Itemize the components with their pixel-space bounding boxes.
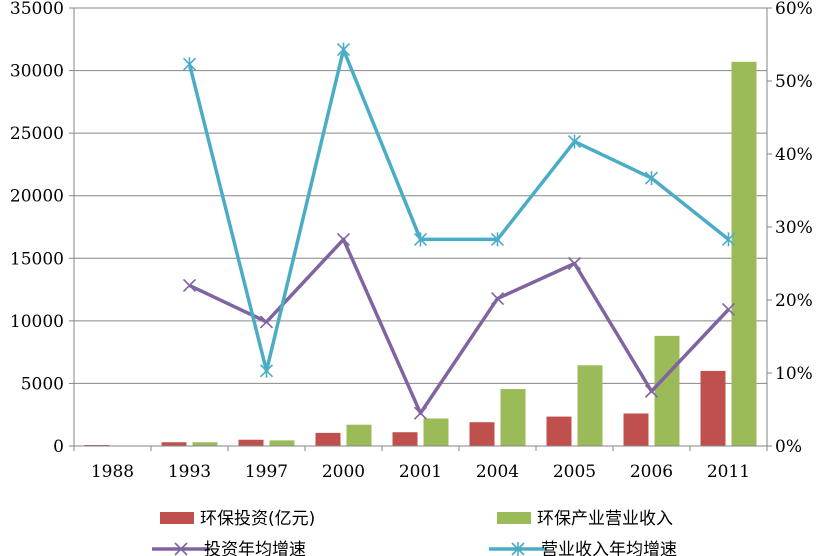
- bar: [269, 440, 295, 446]
- bar: [315, 432, 341, 446]
- bar: [392, 432, 418, 446]
- legend-swatch: [497, 512, 531, 524]
- marker: [511, 542, 525, 556]
- marker: [644, 171, 659, 186]
- marker: [182, 57, 197, 72]
- left-tick-label: 10000: [10, 312, 64, 332]
- line-series: [182, 42, 736, 420]
- right-tick-label: 10%: [775, 364, 813, 384]
- series-line: [188, 237, 730, 415]
- marker: [174, 542, 188, 556]
- bar: [346, 424, 372, 446]
- bar: [161, 442, 187, 446]
- right-tick-label: 60%: [775, 0, 813, 19]
- left-axis-tick-labels: 0 5000 10000 15000 20000 25000 30000 35000: [10, 0, 64, 457]
- marker: [182, 278, 197, 292]
- right-tick-label: 20%: [775, 291, 813, 311]
- left-tick-label: 35000: [10, 0, 64, 19]
- bar: [469, 422, 495, 446]
- marker: [721, 302, 736, 317]
- right-axis-tick-labels: 0% 10% 20% 30% 40% 50% 60%: [775, 0, 813, 457]
- x-tick-label: 2011: [707, 462, 750, 482]
- marker: [567, 134, 582, 149]
- left-tick-label: 0: [53, 437, 64, 457]
- bar: [654, 335, 680, 446]
- bar: [623, 413, 649, 446]
- marker: [259, 363, 274, 378]
- grid-lines: [74, 7, 767, 384]
- legend-label: 营业收入年均增速: [541, 540, 677, 556]
- bar: [423, 418, 449, 446]
- bar: [238, 439, 264, 446]
- right-tick-label: 0%: [775, 437, 802, 457]
- legend-label: 环保投资(亿元): [200, 509, 315, 529]
- bar-series: [84, 61, 757, 446]
- x-tick-label: 2006: [630, 462, 673, 482]
- bar: [577, 365, 603, 446]
- bar: [84, 444, 110, 446]
- legend-label: 环保产业营业收入: [537, 509, 673, 529]
- legend-swatch: [160, 512, 194, 524]
- left-tick-label: 5000: [21, 374, 64, 394]
- marker: [490, 291, 505, 306]
- x-tick-label: 1988: [91, 462, 134, 482]
- x-tick-label: 2000: [322, 462, 365, 482]
- bar: [731, 61, 757, 446]
- bar: [700, 370, 726, 446]
- x-tick-label: 2005: [553, 462, 596, 482]
- x-tick-label: 2001: [399, 462, 442, 482]
- right-tick-label: 50%: [775, 72, 813, 92]
- marker: [336, 42, 351, 57]
- left-tick-label: 20000: [10, 187, 64, 207]
- marker: [567, 256, 582, 271]
- left-tick-label: 30000: [10, 62, 64, 82]
- marker: [721, 232, 736, 247]
- axes: [69, 7, 772, 451]
- marker: [644, 384, 659, 398]
- legend-label: 投资年均增速: [204, 540, 306, 556]
- right-tick-label: 30%: [775, 218, 813, 238]
- marker: [336, 232, 351, 246]
- x-axis-tick-labels: 1988 1993 1997 2000 2001 2004 2005 2006 2011: [91, 462, 750, 482]
- bar: [500, 389, 526, 446]
- marker: [259, 315, 274, 329]
- x-tick-label: 1997: [245, 462, 288, 482]
- bar: [546, 416, 572, 446]
- x-tick-label: 2004: [476, 462, 519, 482]
- bar: [192, 442, 218, 446]
- marker: [490, 232, 505, 247]
- left-tick-label: 15000: [10, 249, 64, 269]
- marker: [413, 232, 428, 247]
- left-tick-label: 25000: [10, 124, 64, 144]
- series-line: [187, 47, 730, 373]
- marker: [413, 406, 428, 420]
- right-tick-label: 40%: [775, 145, 813, 165]
- x-tick-label: 1993: [168, 462, 211, 482]
